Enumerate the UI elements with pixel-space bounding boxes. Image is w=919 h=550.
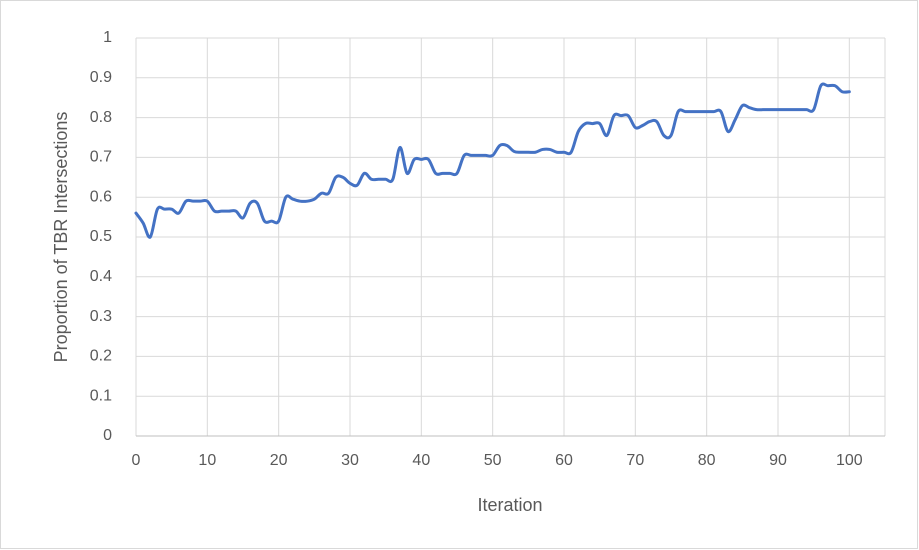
y-tick-label: 0.7	[90, 149, 112, 166]
y-tick-label: 0.8	[90, 109, 112, 126]
x-tick-label: 70	[626, 452, 644, 469]
y-tick-label: 1	[103, 29, 112, 46]
data-line	[134, 82, 851, 239]
x-tick-label: 90	[769, 452, 787, 469]
y-tick-label: 0.1	[90, 387, 112, 404]
y-tick-label: 0.4	[90, 268, 112, 285]
y-tick-label: 0.5	[90, 228, 112, 245]
x-tick-label: 10	[198, 452, 216, 469]
y-tick-label: 0	[103, 427, 112, 444]
x-tick-label: 50	[484, 452, 502, 469]
x-tick-label: 40	[412, 452, 430, 469]
x-tick-label: 0	[132, 452, 141, 469]
x-axis-label: Iteration	[477, 495, 542, 515]
x-tick-label: 60	[555, 452, 573, 469]
x-tick-label: 80	[698, 452, 716, 469]
y-tick-label: 0.3	[90, 308, 112, 325]
y-tick-label: 0.6	[90, 188, 112, 205]
x-tick-label: 20	[270, 452, 288, 469]
x-tick-label: 30	[341, 452, 359, 469]
y-axis-label: Proportion of TBR Intersections	[51, 112, 71, 363]
x-tick-label: 100	[836, 452, 863, 469]
y-tick-label: 0.9	[90, 69, 112, 86]
y-tick-label: 0.2	[90, 348, 112, 365]
